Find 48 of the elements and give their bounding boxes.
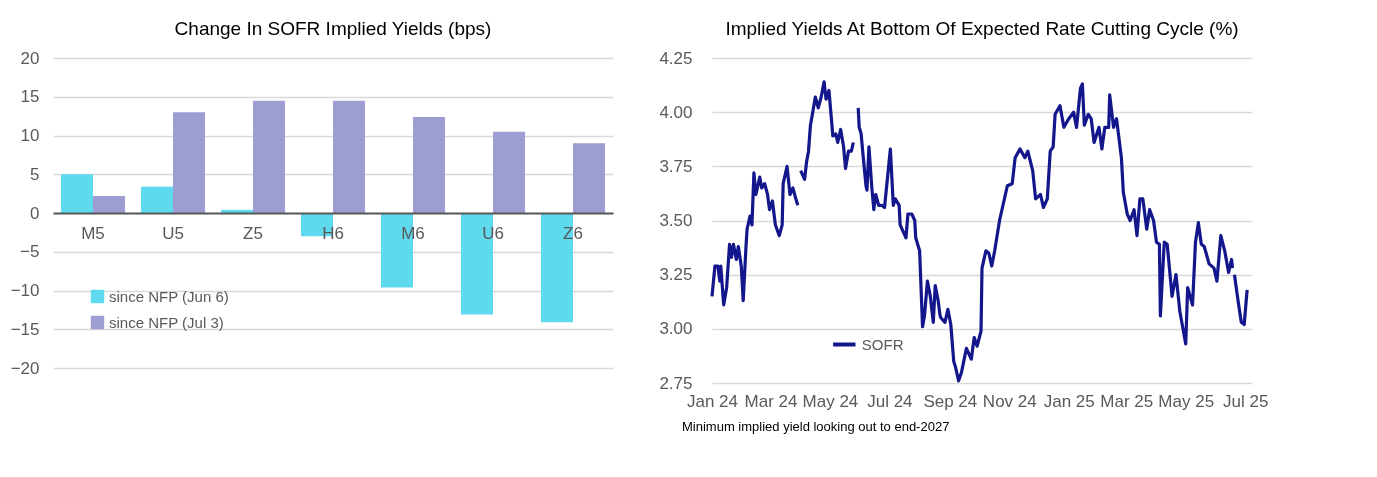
y-tick-label: 2.75 (659, 373, 693, 393)
bar (141, 186, 173, 213)
y-tick-label: 3.75 (659, 156, 693, 176)
y-tick-label: 0 (30, 203, 40, 223)
bar (413, 116, 445, 213)
y-tick-label: −5 (20, 242, 40, 262)
legend-label: since NFP (Jul 3) (109, 313, 224, 331)
y-tick-label: 3.25 (659, 265, 693, 285)
bar (221, 209, 253, 213)
bar (493, 131, 525, 213)
x-tick-label: U5 (162, 223, 184, 243)
x-tick-label: Jul 25 (1222, 391, 1269, 411)
y-tick-label: 4.25 (659, 48, 693, 68)
y-tick-label: 4.00 (659, 102, 693, 122)
y-tick-label: 10 (20, 126, 40, 145)
bar (173, 112, 205, 213)
x-tick-label: Mar 25 (1100, 391, 1154, 411)
chart-title: Implied Yields At Bottom Of Expected Rate Cutting Cycle (%) (725, 18, 1239, 39)
text: Minimum implied yield looking out to end-2027 (682, 419, 950, 434)
bar (573, 143, 605, 213)
y-tick-label: 3.50 (659, 211, 693, 230)
x-tick-label: Jul 24 (867, 391, 913, 411)
x-tick-label: Jan 25 (1043, 391, 1095, 411)
bar (61, 174, 93, 213)
y-tick-label: 15 (20, 87, 40, 107)
x-tick-label: Jan 24 (686, 391, 739, 411)
x-tick-label: M6 (401, 223, 425, 243)
x-tick-label: M5 (81, 223, 105, 243)
x-tick-label: U6 (482, 223, 504, 243)
y-tick-label: 5 (30, 164, 40, 184)
y-tick-label: −20 (10, 358, 40, 378)
x-tick-label: Z5 (243, 223, 263, 243)
x-tick-label: May 24 (802, 391, 859, 411)
y-tick-label: −15 (10, 319, 40, 339)
legend-label: since NFP (Jun 6) (109, 287, 229, 305)
y-tick-label: 3.00 (659, 319, 693, 339)
y-tick-label: 20 (20, 48, 40, 68)
chart-title: Change In SOFR Implied Yields (bps) (174, 18, 492, 39)
bar (93, 195, 125, 213)
bar (253, 100, 285, 213)
x-tick-label: Nov 24 (982, 391, 1037, 411)
x-tick-label: Sep 24 (923, 391, 978, 411)
y-tick-label: −10 (10, 281, 40, 300)
x-tick-label: Mar 24 (744, 391, 798, 411)
x-tick-label: H6 (322, 223, 344, 243)
x-tick-label: May 25 (1158, 391, 1215, 411)
legend-label: SOFR (861, 335, 904, 353)
bar (333, 100, 365, 213)
